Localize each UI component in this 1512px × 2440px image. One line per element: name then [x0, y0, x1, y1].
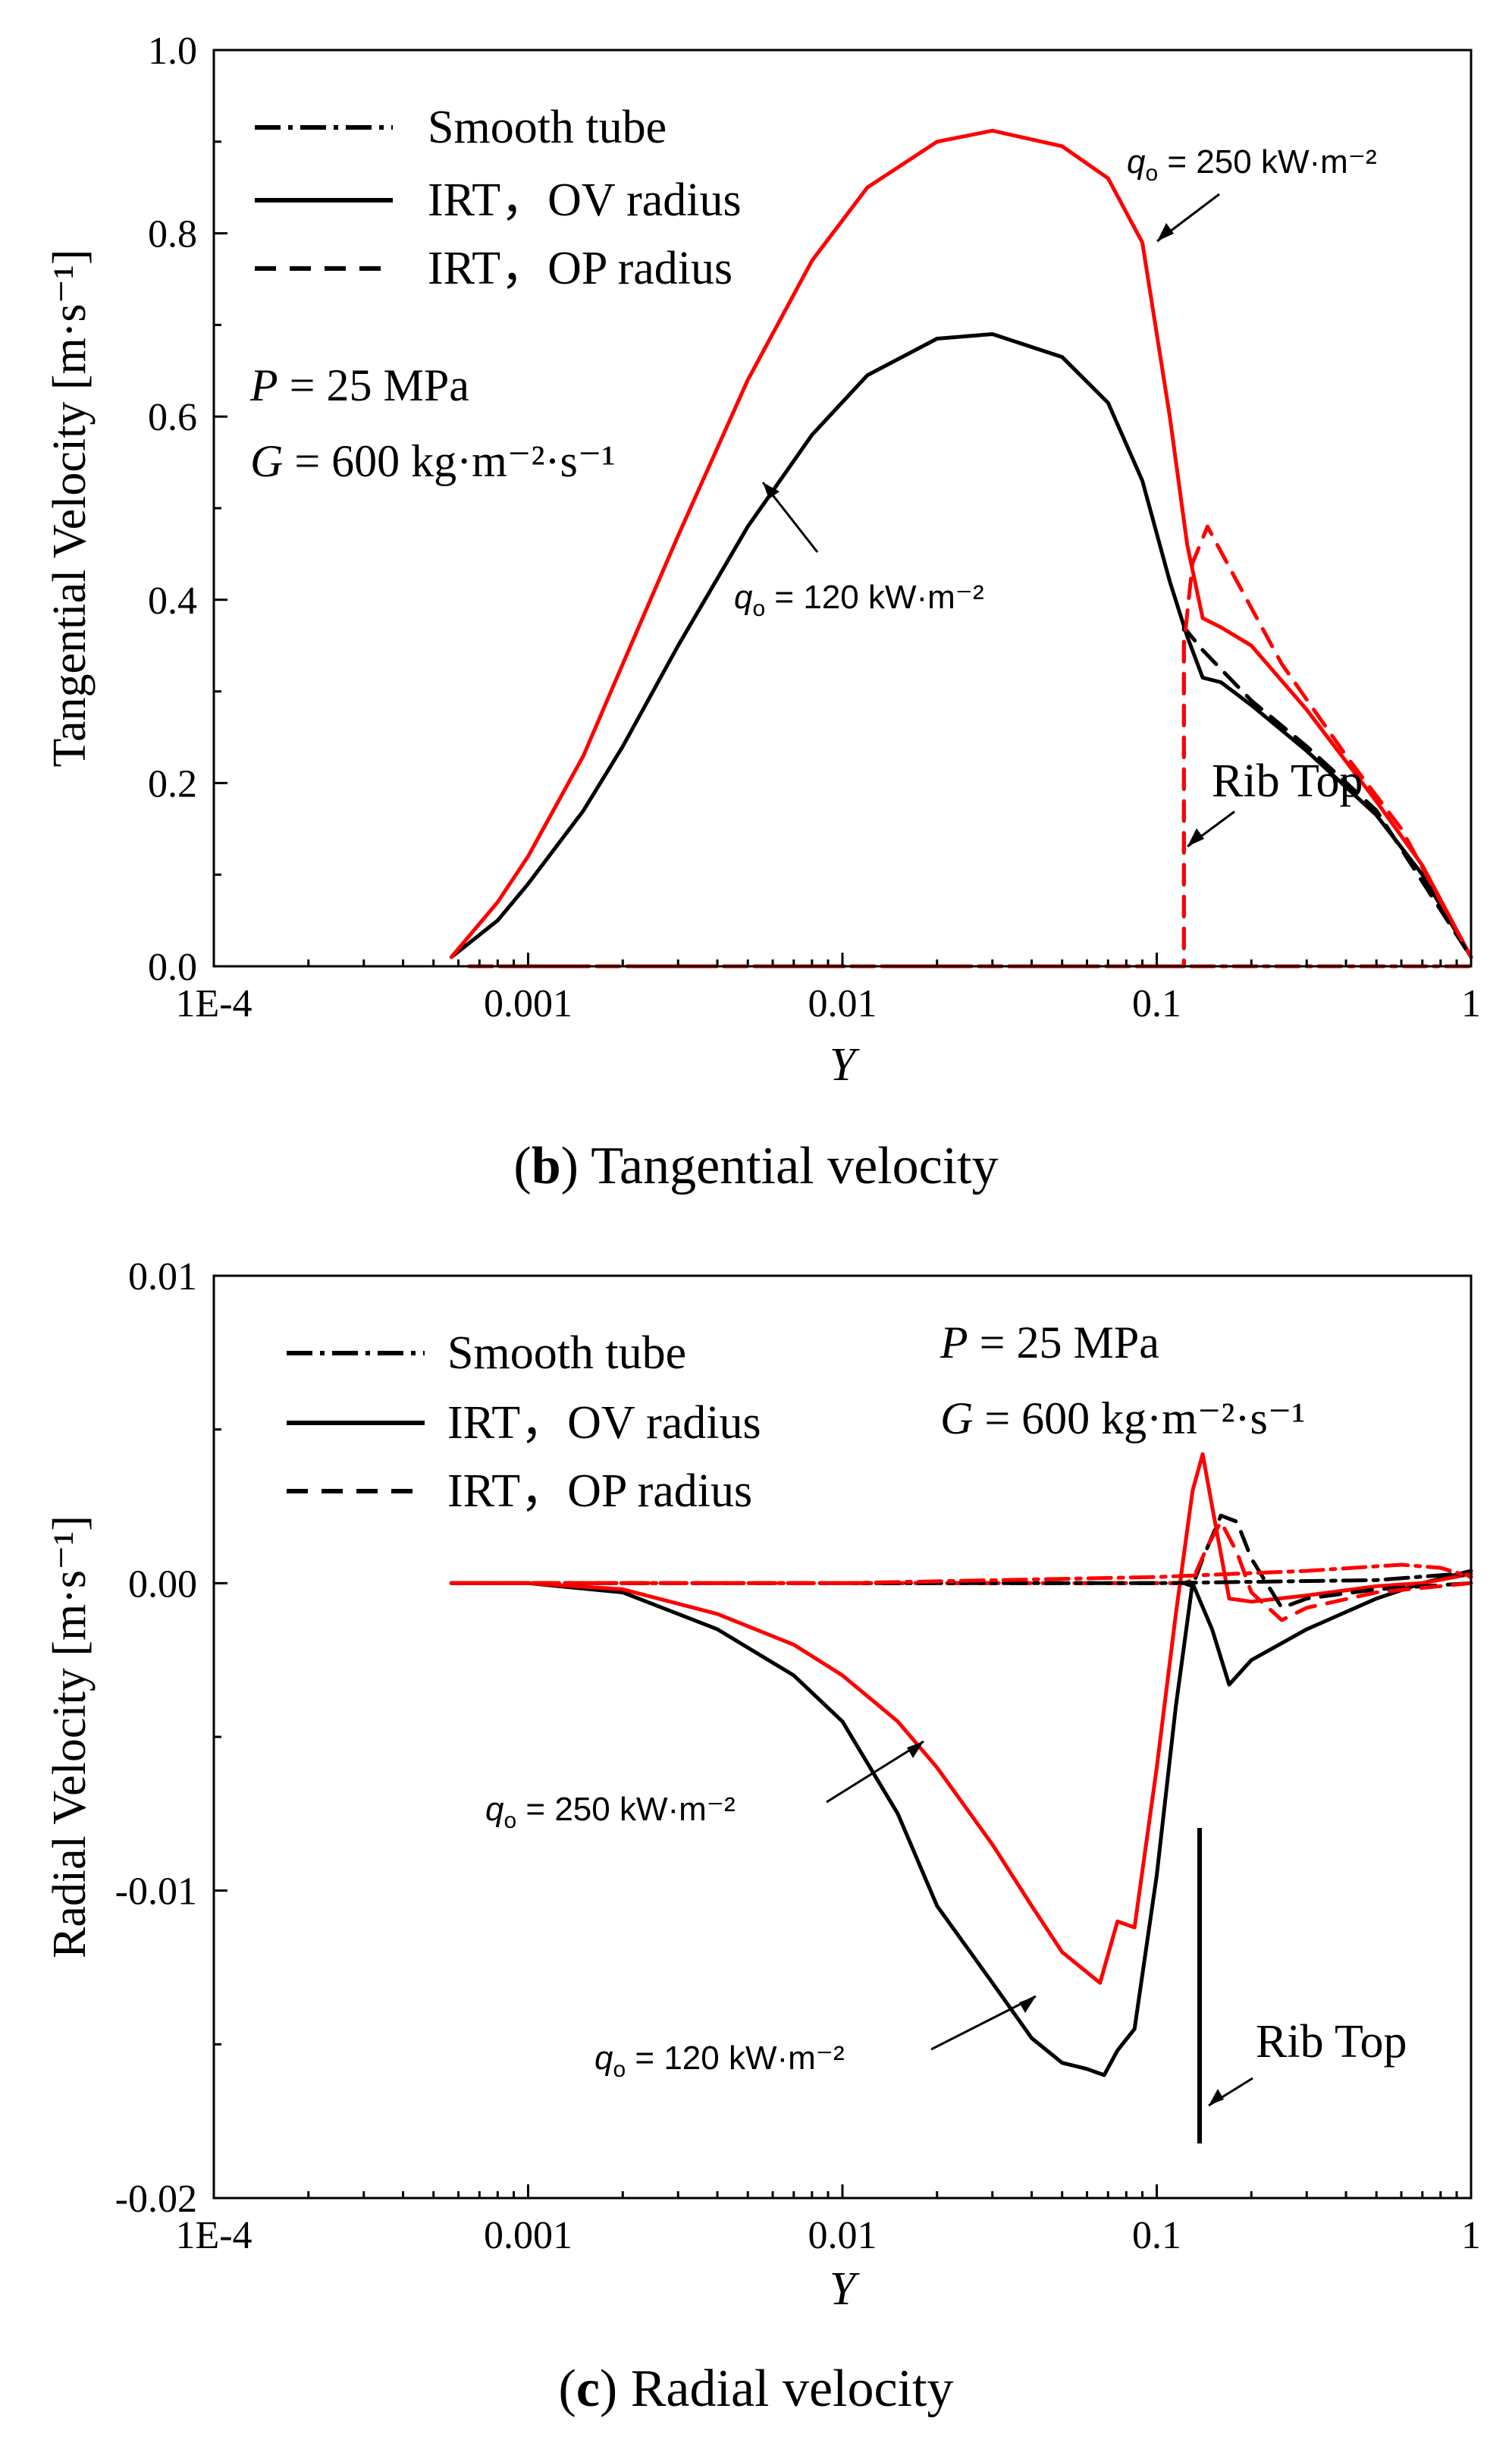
y-tick-label-3: 0.6 — [148, 396, 197, 439]
series-line-1 — [449, 1452, 1473, 1985]
y-tick-label-2: 0.00 — [128, 1562, 197, 1606]
x-tick-label-0: 1E-4 — [175, 2214, 252, 2257]
tick-group: 1E-4 0.001 0.01 0.1 1 0.0 0.2 0.4 0.6 0.8 1.0 — [148, 30, 1481, 1025]
annotation-q250: qo = 250 kW·m⁻² — [1127, 143, 1377, 243]
x-tick-label-4: 1 — [1461, 2214, 1481, 2257]
annotation-q250: qo = 250 kW·m⁻² — [485, 1740, 924, 1833]
condition-mass-flux: G = 600 kg·m⁻²·s⁻¹ — [250, 436, 615, 486]
y-axis-label: Tangential Velocity [m·s⁻¹] — [44, 250, 96, 768]
annotation-q120: qo = 120 kW·m⁻² — [594, 1995, 1037, 2082]
x-axis-label: Y — [830, 1039, 860, 1091]
annotation-q120-text: = 120 kW·m⁻² — [774, 579, 983, 616]
annotation-q120-text: = 120 kW·m⁻² — [635, 2040, 844, 2077]
series-line-0 — [449, 1569, 1473, 2077]
y-tick-label-2: 0.4 — [148, 579, 197, 623]
caption-b: (b) Tangential velocity — [513, 1137, 998, 1195]
x-tick-label-1: 0.001 — [484, 982, 572, 1025]
series-line-0 — [449, 332, 1473, 959]
y-tick-label-4: 0.8 — [148, 213, 197, 256]
condition-pressure: P = 25 MPa — [249, 360, 469, 410]
x-tick-label-0: 1E-4 — [175, 982, 252, 1025]
y-axis-label: Radial Velocity [m·s⁻¹] — [44, 1515, 96, 1958]
y-tick-label-1: 0.2 — [148, 762, 197, 805]
annotation-rib-top: Rib Top — [1197, 1828, 1407, 2143]
svg-text:qo = 120 kW·m⁻²: qo = 120 kW·m⁻² — [734, 579, 984, 621]
series-line-2 — [467, 1513, 1473, 1610]
y-tick-label-3: 0.01 — [128, 1255, 197, 1299]
annotation-rib-top: Rib Top — [1187, 755, 1363, 848]
chart-tangential-velocity: 1E-4 0.001 0.01 0.1 1 0.0 0.2 0.4 0.6 0.8 1.0 Tang… — [44, 30, 1481, 1195]
series-group — [449, 1452, 1473, 2077]
x-axis-label: Y — [830, 2263, 860, 2315]
x-tick-label-2: 0.01 — [808, 982, 877, 1025]
x-tick-label-3: 0.1 — [1132, 2214, 1181, 2257]
legend: Smooth tube IRT，OV radius IRT，OP radius — [287, 1327, 761, 1517]
legend-label-smooth: Smooth tube — [447, 1327, 686, 1379]
condition-mass-flux: G = 600 kg·m⁻²·s⁻¹ — [940, 1393, 1305, 1443]
x-tick-label-3: 0.1 — [1132, 982, 1181, 1025]
series-line-5 — [449, 1562, 1473, 1585]
plot-frame — [212, 49, 1473, 968]
x-tick-label-4: 1 — [1461, 982, 1481, 1025]
legend-label-op: IRT，OP radius — [447, 1465, 752, 1517]
annotation-q120: qo = 120 kW·m⁻² — [734, 482, 984, 621]
annotation-q250-text: = 250 kW·m⁻² — [1167, 143, 1376, 181]
condition-pressure: P = 25 MPa — [940, 1317, 1159, 1368]
svg-text:qo = 120 kW·m⁻²: qo = 120 kW·m⁻² — [594, 2040, 845, 2082]
tick-group: 1E-4 0.001 0.01 0.1 1 -0.02 -0.01 0.00 0.01 — [115, 1255, 1481, 2257]
y-tick-label-1: -0.01 — [115, 1870, 197, 1914]
annotation-rib-top-text: Rib Top — [1212, 755, 1363, 807]
y-tick-label-0: 0.0 — [148, 946, 197, 989]
legend-label-ov: IRT，OV radius — [428, 174, 742, 226]
series-line-1 — [449, 128, 1473, 959]
annotation-q250-text: = 250 kW·m⁻² — [525, 1791, 735, 1828]
x-tick-label-2: 0.01 — [808, 2214, 877, 2257]
svg-text:qo = 250 kW·m⁻²: qo = 250 kW·m⁻² — [1127, 143, 1377, 186]
y-tick-label-5: 1.0 — [148, 30, 197, 73]
svg-text:qo = 250 kW·m⁻²: qo = 250 kW·m⁻² — [485, 1791, 736, 1833]
legend-label-smooth: Smooth tube — [428, 102, 667, 153]
caption-c: (c) Radial velocity — [559, 2360, 954, 2418]
legend-label-op: IRT，OP radius — [428, 243, 732, 294]
y-tick-label-0: -0.02 — [115, 2178, 197, 2221]
legend: Smooth tube IRT，OV radius IRT，OP radius — [255, 102, 742, 294]
legend-label-ov: IRT，OV radius — [447, 1397, 761, 1449]
series-line-3 — [467, 524, 1473, 969]
chart-radial-velocity: 1E-4 0.001 0.01 0.1 1 -0.02 -0.01 0.00 0.01 Radi… — [44, 1255, 1481, 2418]
annotation-rib-top-text: Rib Top — [1256, 2016, 1407, 2068]
x-tick-label-1: 0.001 — [484, 2214, 572, 2257]
